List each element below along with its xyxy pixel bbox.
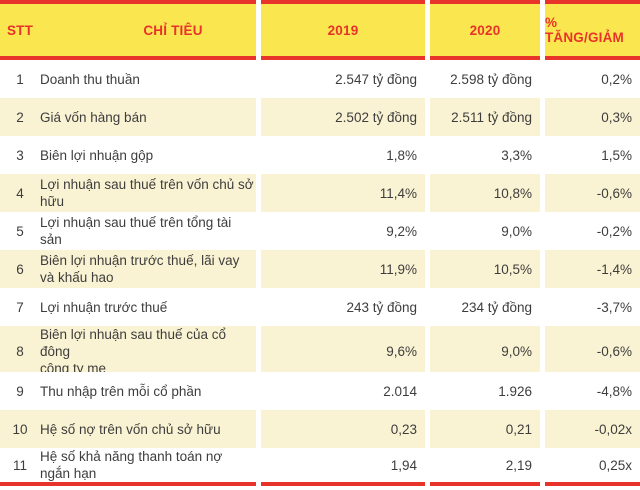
table-row: 7 Lợi nhuận trước thuế 243 tỷ đồng 234 t… (0, 288, 640, 326)
row-indicator-label: Hệ số nợ trên vốn chủ sở hữu (40, 421, 221, 437)
cell-stt-label: 5 Lợi nhuận sau thuế trên tổng tài sản (0, 212, 256, 250)
table-row: 6 Biên lợi nhuận trước thuế, lãi vay và … (0, 250, 640, 288)
cell-value-2020: 10,8% (430, 174, 540, 212)
cell-percent-change: -0,6% (545, 174, 640, 212)
row-number: 1 (16, 71, 24, 87)
cell-value-2019: 11,4% (261, 174, 425, 212)
table-row: 1 Doanh thu thuần 2.547 tỷ đồng 2.598 tỷ… (0, 60, 640, 98)
cell-percent-change: 0,3% (545, 98, 640, 136)
cell-value-2019: 2.502 tỷ đồng (261, 98, 425, 136)
cell-percent-change: -4,8% (545, 372, 640, 410)
row-indicator-label: Hệ số khả năng thanh toán nợ ngắn hạn (40, 449, 223, 481)
row-indicator-label: Thu nhập trên mỗi cổ phần (40, 383, 202, 399)
table-row: 2 Giá vốn hàng bán 2.502 tỷ đồng 2.511 t… (0, 98, 640, 136)
cell-value-2019: 0,23 (261, 410, 425, 448)
table-row: 5 Lợi nhuận sau thuế trên tổng tài sản 9… (0, 212, 640, 250)
table-header-row: STT CHỈ TIÊU 2019 2020 % TĂNG/GIẢM (0, 0, 640, 60)
row-number: 4 (16, 185, 24, 201)
row-number: 10 (12, 421, 28, 437)
cell-value-2020: 9,0% (430, 212, 540, 250)
header-cell-stt-chitieu: STT CHỈ TIÊU (0, 0, 256, 60)
cell-value-2019: 2.547 tỷ đồng (261, 60, 425, 98)
row-indicator-label: Lợi nhuận sau thuế trên tổng tài sản (40, 215, 232, 247)
cell-stt-label: 11 Hệ số khả năng thanh toán nợ ngắn hạn (0, 448, 256, 486)
cell-value-2019: 9,6% (261, 326, 425, 377)
row-number: 3 (16, 147, 24, 163)
row-number: 8 (16, 344, 24, 359)
row-number: 2 (16, 109, 24, 125)
row-number: 9 (16, 383, 24, 399)
cell-value-2019: 2.014 (261, 372, 425, 410)
row-indicator-label: Doanh thu thuần (40, 71, 140, 87)
cell-percent-change: -0,6% (545, 326, 640, 377)
cell-value-2019: 1,94 (261, 448, 425, 486)
cell-value-2020: 9,0% (430, 326, 540, 377)
cell-value-2019: 9,2% (261, 212, 425, 250)
cell-stt-label: 3 Biên lợi nhuận gộp (0, 136, 256, 174)
cell-value-2020: 2.511 tỷ đồng (430, 98, 540, 136)
cell-percent-change: 0,25x (545, 448, 640, 486)
cell-percent-change: -0,02x (545, 410, 640, 448)
table-row: 3 Biên lợi nhuận gộp 1,8% 3,3% 1,5% (0, 136, 640, 174)
table-row: 11 Hệ số khả năng thanh toán nợ ngắn hạn… (0, 448, 640, 486)
cell-value-2019: 243 tỷ đồng (261, 288, 425, 326)
cell-stt-label: 6 Biên lợi nhuận trước thuế, lãi vay và … (0, 250, 256, 288)
header-label-stt: STT (6, 22, 34, 38)
row-indicator-label: Lợi nhuận sau thuế trên vốn chủ sở hữu (40, 177, 254, 209)
row-number: 5 (16, 223, 24, 239)
cell-stt-label: 4 Lợi nhuận sau thuế trên vốn chủ sở hữu (0, 174, 256, 212)
table-body: 1 Doanh thu thuần 2.547 tỷ đồng 2.598 tỷ… (0, 60, 640, 486)
cell-value-2020: 3,3% (430, 136, 540, 174)
cell-value-2019: 11,9% (261, 250, 425, 288)
table-row: 4 Lợi nhuận sau thuế trên vốn chủ sở hữu… (0, 174, 640, 212)
row-indicator-label: Biên lợi nhuận gộp (40, 147, 154, 163)
row-indicator-label: Lợi nhuận trước thuế (40, 299, 168, 315)
table-row: 10 Hệ số nợ trên vốn chủ sở hữu 0,23 0,2… (0, 410, 640, 448)
row-number: 11 (12, 457, 27, 473)
cell-stt-label: 8 Biên lợi nhuận sau thuế của cổ đông cô… (0, 326, 256, 377)
row-number: 7 (16, 299, 24, 315)
row-indicator-label: Biên lợi nhuận sau thuế của cổ đông công… (40, 327, 226, 376)
cell-percent-change: -0,2% (545, 212, 640, 250)
cell-percent-change: -3,7% (545, 288, 640, 326)
header-cell-percent-change: % TĂNG/GIẢM (545, 0, 640, 60)
row-number: 6 (16, 261, 24, 277)
row-indicator-label: Biên lợi nhuận trước thuế, lãi vay và kh… (40, 253, 240, 285)
cell-value-2020: 1.926 (430, 372, 540, 410)
cell-stt-label: 2 Giá vốn hàng bán (0, 98, 256, 136)
cell-percent-change: 0,2% (545, 60, 640, 98)
cell-value-2020: 2,19 (430, 448, 540, 486)
cell-value-2020: 0,21 (430, 410, 540, 448)
cell-stt-label: 7 Lợi nhuận trước thuế (0, 288, 256, 326)
header-cell-2019: 2019 (261, 0, 425, 60)
table-row: 9 Thu nhập trên mỗi cổ phần 2.014 1.926 … (0, 372, 640, 410)
header-cell-2020: 2020 (430, 0, 540, 60)
cell-value-2020: 234 tỷ đồng (430, 288, 540, 326)
row-indicator-label: Giá vốn hàng bán (40, 109, 147, 125)
cell-percent-change: -1,4% (545, 250, 640, 288)
cell-stt-label: 9 Thu nhập trên mỗi cổ phần (0, 372, 256, 410)
cell-percent-change: 1,5% (545, 136, 640, 174)
cell-stt-label: 10 Hệ số nợ trên vốn chủ sở hữu (0, 410, 256, 448)
cell-stt-label: 1 Doanh thu thuần (0, 60, 256, 98)
cell-value-2019: 1,8% (261, 136, 425, 174)
cell-value-2020: 2.598 tỷ đồng (430, 60, 540, 98)
table-row: 8 Biên lợi nhuận sau thuế của cổ đông cô… (0, 326, 640, 377)
header-label-chi-tieu: CHỈ TIÊU (143, 22, 203, 38)
cell-value-2020: 10,5% (430, 250, 540, 288)
